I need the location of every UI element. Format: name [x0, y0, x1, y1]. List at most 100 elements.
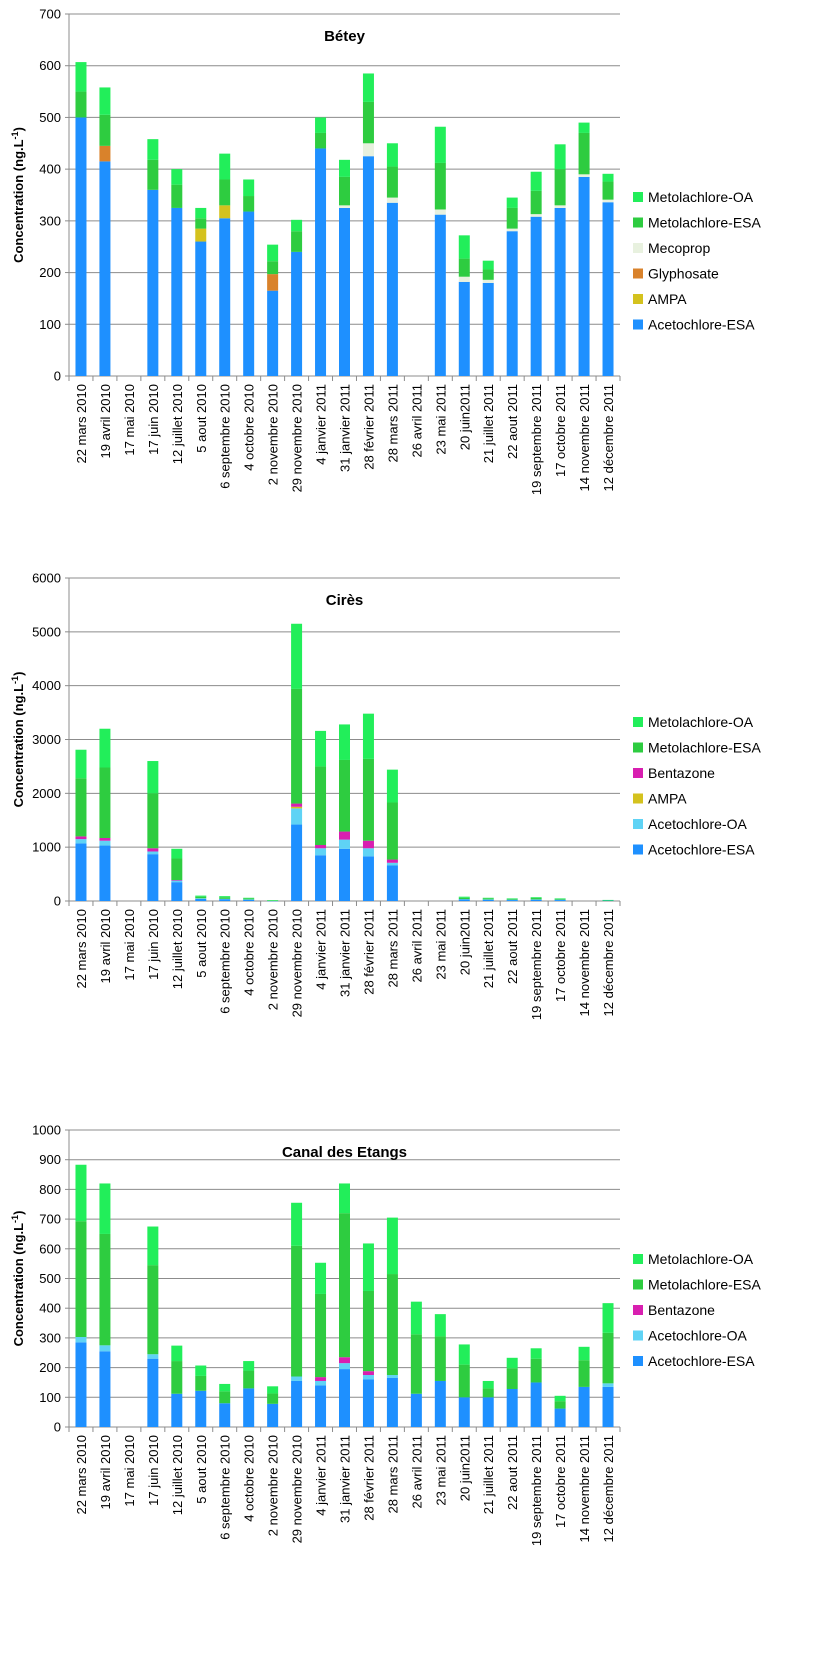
bar-acetochlore-esa — [362, 156, 374, 376]
bar-acetochlore-esa — [578, 1386, 590, 1427]
x-tick-label: 22 aout 2011 — [505, 384, 520, 459]
legend: Metolachlore-OA Metolachlore-ESA Bentazone… — [633, 1251, 761, 1369]
bar-metolachlore-esa — [578, 132, 590, 175]
bar-metolachlore-oa — [195, 1365, 207, 1376]
bar-acetochlore-esa — [267, 900, 279, 902]
bar-acetochlore-esa — [267, 290, 279, 376]
bar-metolachlore-oa — [147, 1226, 159, 1266]
legend-swatch — [633, 1279, 643, 1290]
bar-stack-22-aout-2011 — [506, 898, 518, 901]
bar-acetochlore-esa — [219, 218, 231, 376]
bar-acetochlore-oa — [291, 808, 303, 825]
legend-swatch — [633, 793, 643, 804]
bar-stack-4-janvier-2011 — [315, 117, 327, 376]
y-tick-label: 0 — [54, 894, 61, 909]
bar-mecoprop — [506, 228, 518, 232]
bar-metolachlore-oa — [339, 1183, 350, 1214]
bar-stack-21-juillet-2011 — [482, 1380, 494, 1427]
y-tick-label: 200 — [39, 265, 61, 280]
bar-mecoprop — [578, 174, 590, 177]
bar-acetochlore-esa — [362, 856, 374, 901]
bar-metolachlore-oa — [434, 1314, 446, 1337]
legend-item-ampa: AMPA — [633, 291, 687, 307]
x-tick-label: 17 mai 2010 — [122, 909, 137, 981]
bar-acetochlore-esa — [75, 843, 87, 901]
bar-metolachlore-esa — [147, 159, 159, 190]
bar-acetochlore-esa — [195, 898, 207, 901]
bar-stack-28-fevrier-2011 — [362, 713, 374, 901]
x-tick-label: 31 janvier 2011 — [338, 909, 353, 997]
bar-bentazone — [147, 848, 159, 852]
y-tick-label: 400 — [39, 1301, 61, 1316]
bar-metolachlore-esa — [243, 196, 255, 212]
x-tick-label: 28 février 2011 — [361, 384, 376, 470]
x-tick-label: 4 octobre 2010 — [242, 909, 257, 996]
bar-acetochlore-esa — [243, 1388, 255, 1427]
bar-stack-2-novembre-2010 — [267, 244, 279, 376]
bar-acetochlore-esa — [530, 216, 542, 376]
legend-swatch — [633, 243, 643, 253]
y-tick-label: 200 — [39, 1360, 61, 1375]
bar-acetochlore-esa — [147, 1358, 159, 1427]
legend: Metolachlore-OA Metolachlore-ESA Mecoprop G… — [633, 189, 761, 333]
bar-acetochlore-esa — [291, 824, 303, 901]
y-tick-label: 800 — [39, 1182, 61, 1197]
bar-metolachlore-esa — [554, 898, 566, 900]
bar-metolachlore-esa — [602, 181, 614, 200]
bar-acetochlore-oa — [554, 899, 566, 901]
legend-item-ampa: AMPA — [633, 791, 687, 807]
bar-acetochlore-esa — [482, 899, 494, 901]
bar-metolachlore-esa — [315, 132, 327, 149]
bar-acetochlore-esa — [554, 899, 566, 901]
bar-stack-17-octobre-2011 — [554, 144, 566, 376]
bar-metolachlore-oa — [530, 171, 542, 191]
bar-acetochlore-esa — [506, 1388, 518, 1427]
bar-stack-2-novembre-2010 — [267, 900, 279, 902]
legend-swatch — [633, 768, 643, 778]
x-tick-label: 23 mai 2011 — [433, 909, 448, 980]
bar-metolachlore-oa — [578, 1346, 590, 1361]
bar-metolachlore-esa — [386, 166, 398, 198]
bar-acetochlore-oa — [530, 899, 542, 900]
bar-acetochlore-esa — [291, 1380, 303, 1427]
bar-metolachlore-esa — [339, 176, 350, 206]
bar-metolachlore-esa — [482, 1388, 494, 1398]
x-tick-label: 20 juin2011 — [457, 909, 472, 975]
legend-item-acetochlore-esa: Acetochlore-ESA — [633, 1353, 755, 1369]
bar-metolachlore-esa — [75, 1221, 87, 1338]
bar-metolachlore-oa — [171, 169, 183, 185]
bar-metolachlore-esa — [243, 1370, 255, 1389]
bar-metolachlore-esa — [75, 778, 87, 837]
bar-metolachlore-esa — [267, 261, 279, 275]
x-tick-label: 19 avril 2010 — [98, 1435, 113, 1509]
y-tick-label: 500 — [39, 110, 61, 125]
bar-stack-12-juillet-2010 — [171, 169, 183, 376]
bar-metolachlore-oa — [554, 1395, 566, 1402]
y-tick-label: 0 — [54, 369, 61, 384]
bar-bentazone — [362, 840, 374, 849]
bar-metolachlore-oa — [458, 235, 470, 259]
x-tick-label: 5 aout 2010 — [194, 1435, 209, 1504]
bar-metolachlore-esa — [554, 169, 566, 206]
legend-label: Metolachlore-ESA — [648, 740, 761, 756]
x-tick-label: 17 juin 2010 — [146, 384, 161, 455]
bar-acetochlore-esa — [99, 161, 111, 376]
bar-metolachlore-esa — [243, 898, 255, 900]
bar-acetochlore-esa — [458, 1397, 470, 1427]
legend-swatch — [633, 819, 643, 829]
bar-stack-17-juin-2010 — [147, 1226, 159, 1427]
bar-acetochlore-esa — [243, 211, 255, 376]
legend-label: Acetochlore-OA — [648, 1328, 747, 1344]
bar-metolachlore-esa — [554, 1401, 566, 1409]
bar-ampa — [291, 806, 303, 809]
bar-stack-2-novembre-2010 — [267, 1386, 279, 1427]
x-tick-label: 2 novembre 2010 — [266, 909, 281, 1010]
legend-swatch — [633, 1356, 643, 1366]
bar-stack-29-novembre-2010 — [291, 623, 303, 901]
bar-metolachlore-esa — [99, 1233, 111, 1346]
bar-metolachlore-esa — [530, 898, 542, 900]
y-tick-label: 1000 — [32, 1123, 61, 1138]
bar-metolachlore-esa — [506, 207, 518, 229]
bar-metolachlore-esa — [171, 184, 183, 208]
bar-metolachlore-esa — [386, 802, 398, 860]
